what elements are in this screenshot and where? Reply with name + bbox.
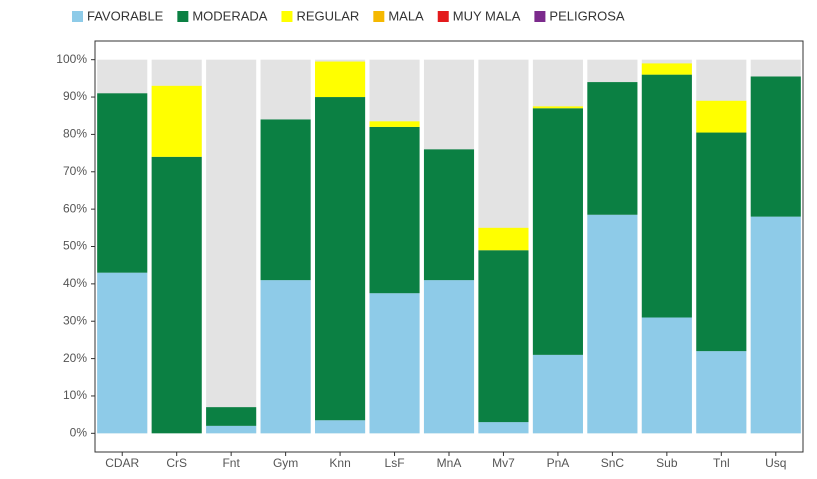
bar-segment <box>696 100 747 133</box>
legend-label: MUY MALA <box>453 8 521 23</box>
legend-swatch <box>177 11 189 22</box>
y-tick-label: 30% <box>63 313 87 327</box>
x-tick-label: PnA <box>547 456 570 470</box>
y-tick-label: 80% <box>63 127 87 141</box>
x-tick-label: SnC <box>601 456 625 470</box>
bar-segment <box>478 250 529 423</box>
x-tick-label: CDAR <box>105 456 139 470</box>
y-tick-label: 60% <box>63 201 87 215</box>
bar-segment <box>532 106 583 109</box>
bar-segment <box>696 351 747 434</box>
bar-segment <box>97 272 148 434</box>
legend-swatch <box>373 11 385 22</box>
y-tick-label: 50% <box>63 239 87 253</box>
y-tick-label: 90% <box>63 89 87 103</box>
bar-segment <box>532 354 583 434</box>
bar-segment <box>315 97 366 421</box>
y-tick-label: 100% <box>56 52 87 66</box>
y-tick-label: 70% <box>63 164 87 178</box>
bar-segment <box>369 293 420 434</box>
bar-segment <box>97 93 148 273</box>
bar-segment <box>315 61 366 98</box>
legend-label: MODERADA <box>192 8 267 23</box>
x-tick-label: Sub <box>656 456 678 470</box>
bar-segment <box>478 422 529 434</box>
bar-segment <box>423 149 475 281</box>
legend-label: REGULAR <box>296 8 359 23</box>
y-tick-label: 40% <box>63 276 87 290</box>
legend-swatch <box>437 11 449 22</box>
x-tick-label: LsF <box>385 456 405 470</box>
bar-segment <box>369 121 420 127</box>
bar-segment <box>750 216 801 434</box>
bar-segment <box>206 407 257 426</box>
bar-segment <box>587 214 638 434</box>
column-background <box>206 59 257 434</box>
bar-segment <box>369 126 420 294</box>
bar-segment <box>151 156 202 434</box>
bar-segment <box>641 74 692 318</box>
bar-segment <box>641 63 692 75</box>
legend-swatch <box>534 11 546 22</box>
bar-segment <box>315 420 366 434</box>
x-tick-label: Mv7 <box>492 456 515 470</box>
bar-segment <box>641 317 692 434</box>
bar-segment <box>260 280 311 434</box>
x-tick-label: MnA <box>437 456 462 470</box>
legend-label: PELIGROSA <box>549 8 624 23</box>
x-tick-label: Gym <box>273 456 298 470</box>
x-tick-label: CrS <box>166 456 187 470</box>
bar-segment <box>260 119 311 281</box>
legend-label: FAVORABLE <box>87 8 164 23</box>
bar-segment <box>151 85 202 157</box>
bar-segment <box>696 132 747 352</box>
x-tick-label: Tnl <box>713 456 730 470</box>
legend: FAVORABLE MODERADA REGULAR MALA MUY MALA PELI… <box>72 8 625 23</box>
bar-segment <box>423 280 475 434</box>
bar-segment <box>206 425 257 434</box>
x-tick-label: Knn <box>329 456 350 470</box>
bar-segment <box>587 82 638 215</box>
y-tick-label: 20% <box>63 351 87 365</box>
y-tick-label: 10% <box>63 388 87 402</box>
legend-swatch <box>72 11 83 22</box>
bar-segment <box>750 76 801 217</box>
bar-segment <box>478 227 529 251</box>
legend-swatch <box>281 11 293 22</box>
legend-label: MALA <box>388 8 424 23</box>
x-tick-label: Fnt <box>222 456 240 470</box>
bar-segment <box>532 108 583 355</box>
x-tick-label: Usq <box>765 456 786 470</box>
y-tick-label: 0% <box>70 425 88 439</box>
